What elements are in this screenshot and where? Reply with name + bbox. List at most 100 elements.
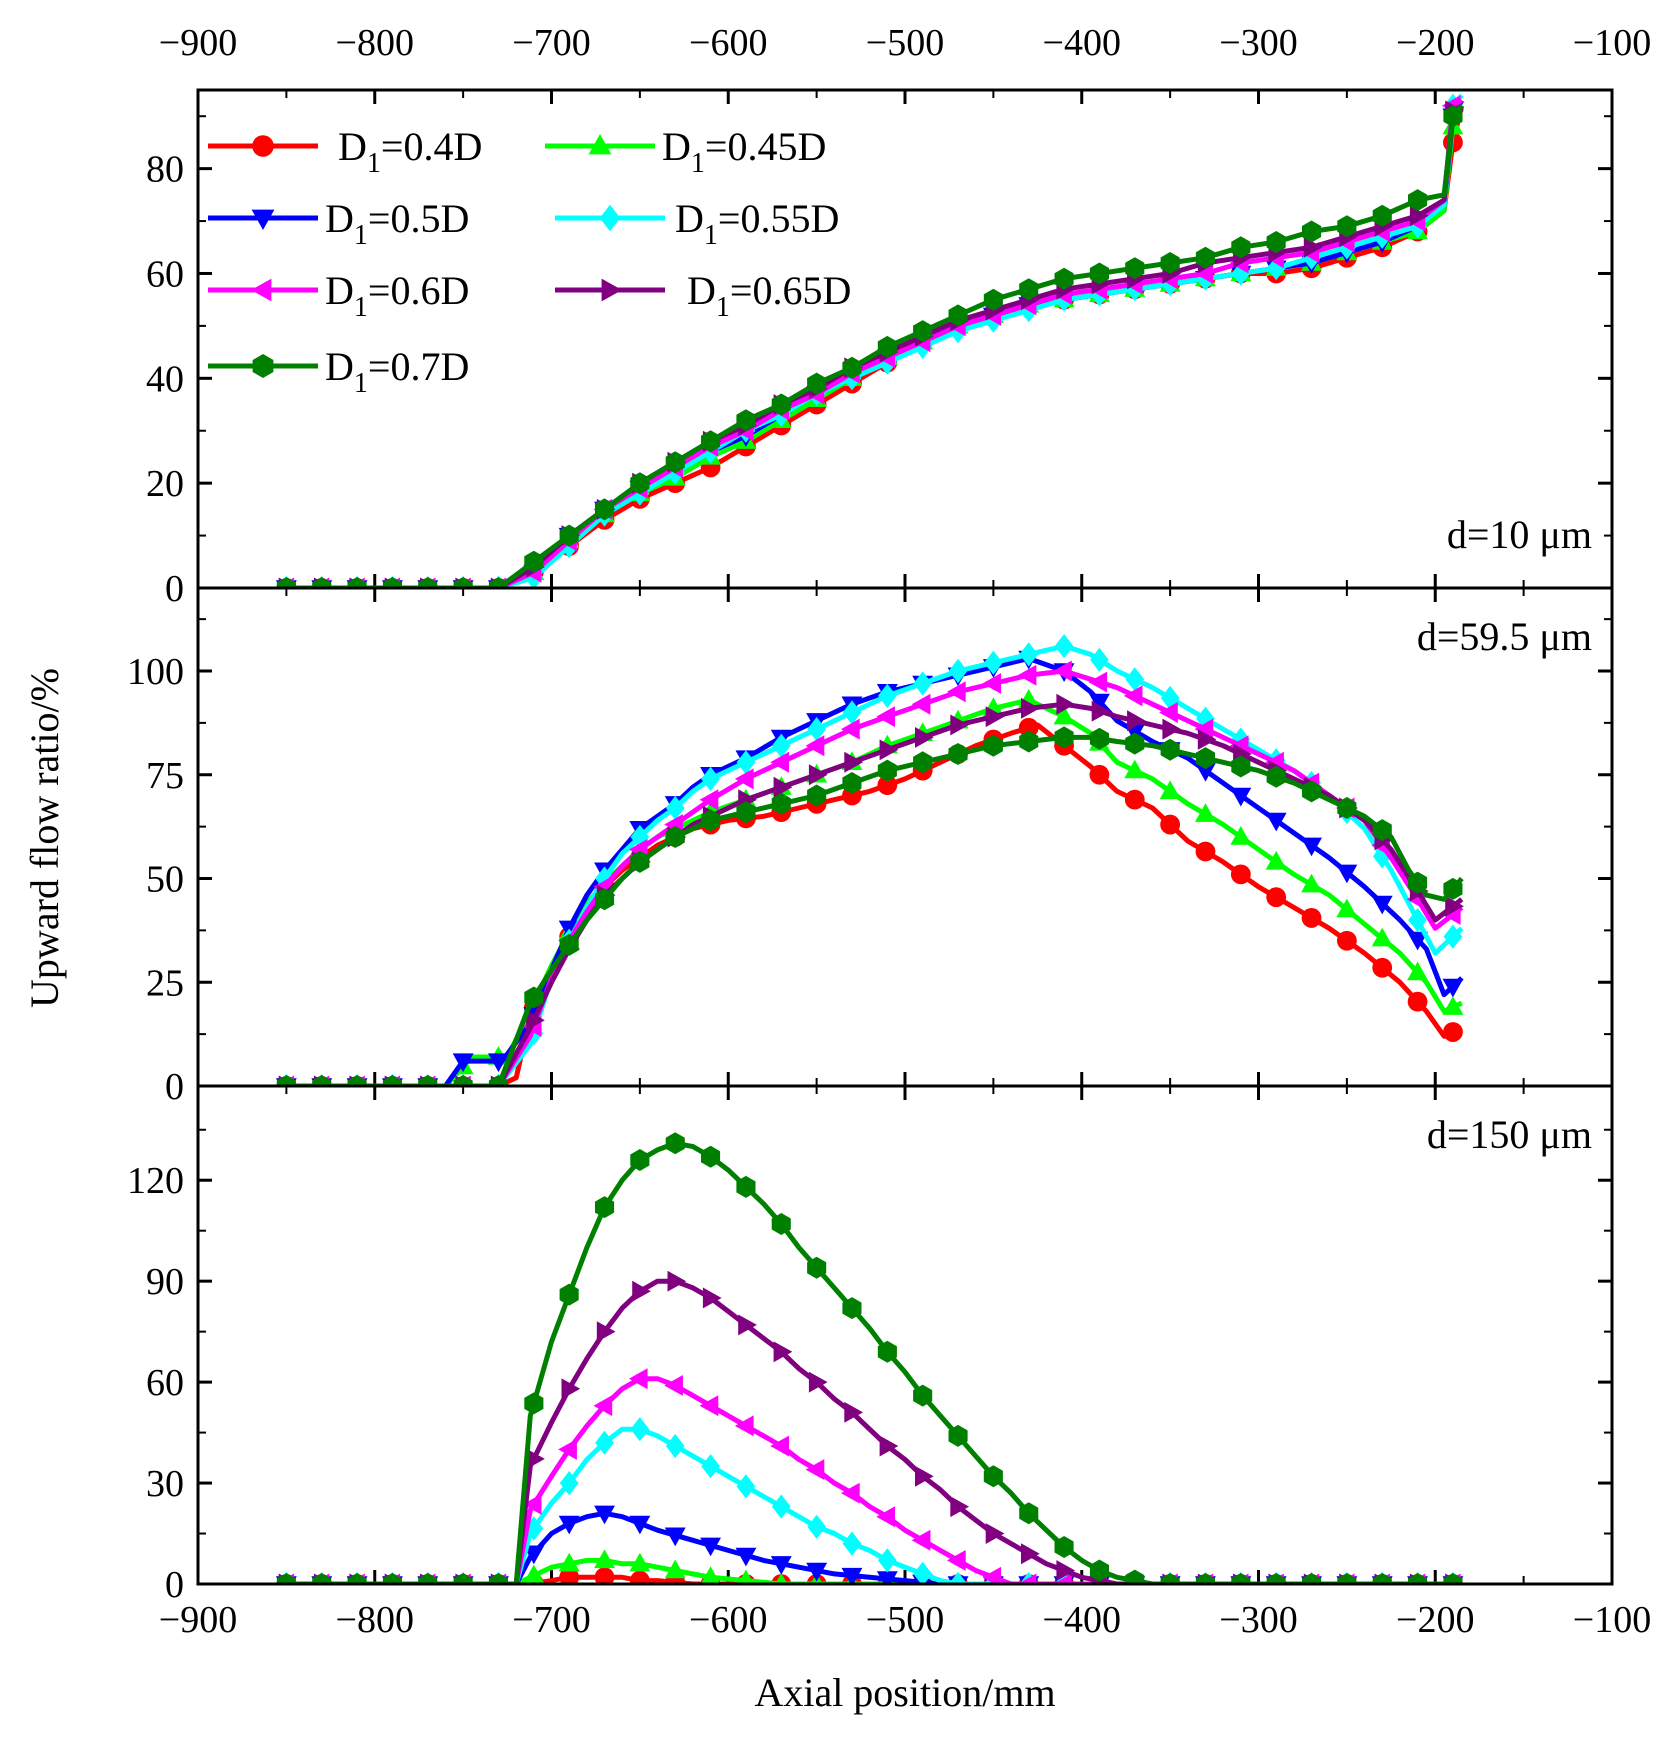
data-point bbox=[1372, 844, 1392, 869]
x-tick-label-top: −200 bbox=[1396, 22, 1474, 64]
data-point bbox=[382, 1075, 402, 1086]
data-point bbox=[701, 430, 721, 453]
data-point bbox=[1019, 1502, 1039, 1525]
data-point bbox=[1021, 697, 1040, 719]
data-point bbox=[1230, 826, 1252, 845]
data-point bbox=[1442, 996, 1464, 1015]
x-tick-labels-bottom: −900 −800 −700 −600 −500 −400 −300 −200 −100 bbox=[159, 1599, 1651, 1641]
data-point bbox=[911, 1529, 931, 1551]
data-point bbox=[594, 1505, 615, 1525]
data-point bbox=[738, 1314, 757, 1336]
data-point bbox=[347, 1075, 367, 1086]
series-group bbox=[275, 93, 1465, 588]
data-point bbox=[737, 1569, 754, 1584]
x-tick-label: −600 bbox=[689, 1599, 767, 1641]
data-point bbox=[1443, 105, 1463, 128]
y-tick-label: 60 bbox=[146, 1362, 184, 1404]
data-point bbox=[775, 1573, 788, 1584]
data-point bbox=[1442, 978, 1464, 998]
data-point bbox=[526, 1009, 545, 1031]
data-point bbox=[1195, 747, 1215, 770]
data-point bbox=[1408, 1573, 1428, 1584]
x-tick-label-top: −300 bbox=[1219, 22, 1297, 64]
data-point bbox=[595, 1196, 615, 1219]
data-point bbox=[1021, 1543, 1040, 1565]
data-point bbox=[1160, 738, 1180, 761]
legend-label: D1=0.55D bbox=[675, 196, 839, 251]
data-point bbox=[771, 1494, 791, 1519]
data-point bbox=[701, 766, 720, 791]
data-point bbox=[1301, 873, 1322, 893]
y-tick-label: 30 bbox=[146, 1463, 184, 1505]
panel-frame bbox=[196, 586, 1614, 1088]
data-point bbox=[632, 1280, 651, 1302]
data-point bbox=[807, 1256, 827, 1279]
data-point bbox=[1125, 732, 1145, 755]
panel-3: 0 30 60 90 120 d=150 μm bbox=[127, 1084, 1614, 1606]
data-point bbox=[805, 735, 825, 757]
data-point bbox=[276, 1075, 296, 1086]
data-point bbox=[1408, 907, 1427, 933]
data-point bbox=[1443, 924, 1463, 949]
data-point bbox=[1089, 764, 1110, 785]
data-point bbox=[452, 1053, 474, 1073]
data-point bbox=[312, 577, 332, 588]
data-point bbox=[805, 1459, 825, 1480]
legend-item-d05: D1=0.5D bbox=[208, 196, 469, 251]
y-tick-label: 50 bbox=[146, 859, 184, 901]
data-point bbox=[1302, 220, 1322, 243]
x-tick-label: −100 bbox=[1573, 1599, 1651, 1641]
data-point bbox=[418, 577, 438, 588]
data-point bbox=[771, 733, 791, 758]
data-point bbox=[807, 717, 826, 742]
data-point bbox=[1409, 205, 1429, 227]
data-point bbox=[347, 577, 367, 588]
data-point bbox=[1266, 887, 1287, 908]
data-point bbox=[700, 1537, 721, 1557]
data-point bbox=[1407, 961, 1428, 981]
data-point bbox=[876, 706, 895, 728]
data-point bbox=[1195, 762, 1216, 782]
data-point bbox=[770, 1435, 789, 1457]
series-d06 bbox=[275, 1368, 1462, 1584]
data-point bbox=[1195, 841, 1216, 862]
series-group bbox=[275, 634, 1464, 1086]
legend-swatch-marker bbox=[251, 278, 272, 302]
data-point bbox=[1053, 1573, 1072, 1584]
data-point bbox=[699, 789, 719, 811]
data-point bbox=[1336, 898, 1358, 918]
data-point bbox=[1089, 262, 1109, 285]
data-point bbox=[948, 658, 968, 684]
data-point bbox=[1408, 189, 1428, 212]
data-point bbox=[1017, 664, 1037, 686]
legend-swatch-marker bbox=[252, 135, 274, 157]
data-point bbox=[628, 1368, 648, 1390]
data-point bbox=[1127, 710, 1146, 732]
data-point bbox=[982, 673, 1002, 694]
data-point bbox=[700, 1566, 721, 1584]
data-point bbox=[1231, 236, 1251, 259]
x-tick-labels-top: −900 −800 −700 −600 −500 −400 −300 −200 −100 bbox=[159, 22, 1651, 64]
data-point bbox=[595, 888, 615, 911]
data-point bbox=[593, 1395, 613, 1417]
data-point bbox=[1125, 1569, 1145, 1584]
y-tick-label: 120 bbox=[127, 1160, 184, 1202]
panel-annotation: d=10 μm bbox=[1447, 512, 1592, 557]
data-point bbox=[559, 1567, 580, 1584]
data-point bbox=[1231, 755, 1251, 778]
data-point bbox=[1195, 1573, 1215, 1584]
data-point bbox=[807, 372, 827, 395]
data-point bbox=[559, 933, 579, 956]
legend-item-d065: D1=0.65D bbox=[555, 268, 851, 323]
data-point bbox=[1019, 278, 1039, 301]
data-point bbox=[524, 986, 544, 1009]
data-point bbox=[1019, 642, 1039, 667]
data-point bbox=[842, 356, 862, 379]
x-tick-label-top: −100 bbox=[1573, 22, 1651, 64]
data-point bbox=[558, 1515, 580, 1535]
data-point bbox=[844, 751, 863, 773]
data-point bbox=[702, 1287, 722, 1309]
data-point bbox=[1336, 864, 1358, 884]
data-point bbox=[1301, 837, 1322, 857]
data-point bbox=[841, 1567, 863, 1584]
